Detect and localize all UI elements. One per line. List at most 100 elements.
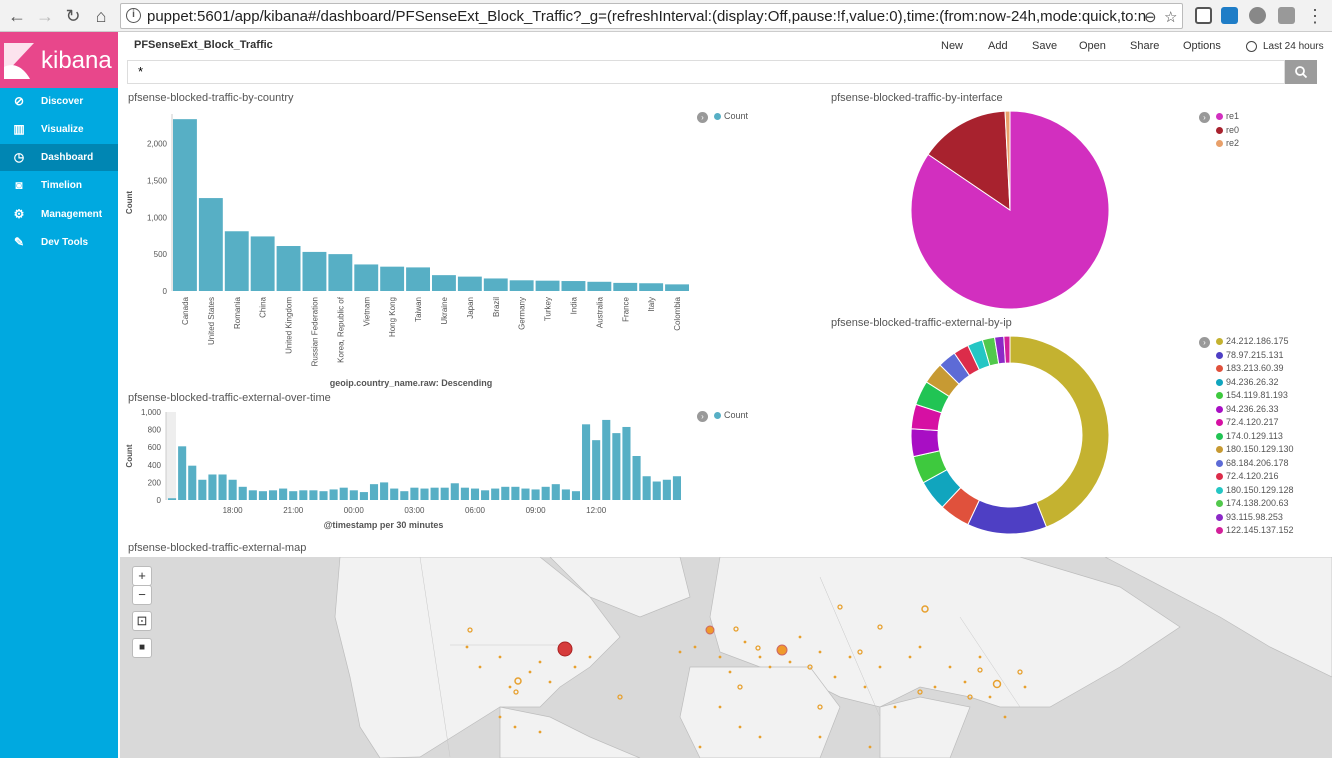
save-button[interactable]: Save: [1032, 40, 1058, 52]
options-button[interactable]: Options: [1183, 40, 1221, 52]
sidebar-item-dashboard[interactable]: ◷ Dashboard: [0, 144, 118, 171]
sidebar-item-timelion[interactable]: ◙ Timelion: [0, 172, 118, 199]
bookmark-star-icon[interactable]: ☆: [1164, 9, 1178, 26]
legend-item[interactable]: re1: [1216, 111, 1239, 121]
legend-item[interactable]: re2: [1216, 138, 1239, 148]
legend-item[interactable]: Count: [714, 111, 748, 121]
legend-label: 24.212.186.175: [1226, 336, 1289, 346]
map-marker: [498, 715, 502, 719]
menu-icon[interactable]: ⋮: [1306, 6, 1324, 26]
legend-color-swatch: [1216, 126, 1223, 134]
clock-icon[interactable]: [1246, 41, 1257, 52]
sidebar-item-discover[interactable]: ⊘ Discover: [0, 88, 118, 115]
map-marker: [573, 665, 577, 669]
legend-item[interactable]: re0: [1216, 125, 1239, 135]
bar: [491, 488, 500, 500]
legend-item[interactable]: 174.0.129.113: [1216, 431, 1283, 441]
extension-icon[interactable]: [1249, 7, 1266, 24]
sidebar-item-management[interactable]: ⚙ Management: [0, 201, 118, 228]
legend-toggle-icon[interactable]: ›: [697, 112, 708, 123]
legend-item[interactable]: 24.212.186.175: [1216, 336, 1289, 346]
info-icon[interactable]: i: [126, 8, 141, 23]
bar: [613, 282, 638, 291]
zoom-icon[interactable]: ⊖: [1144, 9, 1157, 26]
x-tick-label: Canada: [181, 296, 190, 325]
legend-item[interactable]: 180.150.129.128: [1216, 485, 1294, 495]
legend-color-swatch: [1216, 473, 1223, 481]
cast-icon[interactable]: [1195, 7, 1212, 24]
bar: [501, 486, 510, 500]
legend-color-swatch: [1216, 378, 1223, 386]
time-picker[interactable]: Last 24 hours: [1263, 41, 1324, 52]
bar: [602, 419, 611, 500]
sidebar-item-label: Dashboard: [41, 152, 94, 163]
sidebar-item-label: Management: [41, 209, 103, 220]
search-button[interactable]: [1285, 60, 1317, 84]
legend-item[interactable]: 154.119.81.193: [1216, 390, 1288, 400]
sidebar-item-visualize[interactable]: ▥ Visualize: [0, 116, 118, 143]
legend-item[interactable]: 180.150.129.130: [1216, 444, 1294, 454]
map-marker: [465, 645, 469, 649]
legend-item[interactable]: 183.213.60.39: [1216, 363, 1284, 373]
extension-icon[interactable]: [1278, 7, 1295, 24]
legend-toggle-icon[interactable]: ›: [1199, 337, 1210, 348]
bar: [622, 426, 631, 500]
bar: [319, 491, 328, 500]
kibana-logo[interactable]: kibana: [0, 32, 118, 88]
bar: [238, 486, 247, 500]
open-button[interactable]: Open: [1079, 40, 1106, 52]
legend-toggle-icon[interactable]: ›: [1199, 112, 1210, 123]
address-bar[interactable]: i puppet:5601/app/kibana#/dashboard/PFSe…: [120, 3, 1183, 29]
extension-icon[interactable]: [1221, 7, 1238, 24]
bar: [612, 433, 621, 500]
home-icon[interactable]: ⌂: [95, 6, 107, 26]
map-marker: [918, 645, 922, 649]
share-button[interactable]: Share: [1130, 40, 1160, 52]
forward-icon[interactable]: →: [36, 6, 54, 26]
map-marker: [963, 680, 967, 684]
bar: [328, 254, 353, 291]
legend-toggle-icon[interactable]: ›: [697, 411, 708, 422]
bar: [390, 488, 399, 500]
pie-slice: [1003, 335, 1011, 364]
legend-item[interactable]: 68.184.206.178: [1216, 458, 1289, 468]
map-marker: [988, 695, 992, 699]
x-tick-label: 18:00: [223, 506, 244, 515]
bar: [279, 488, 288, 500]
bar: [309, 490, 318, 500]
bar: [511, 486, 520, 500]
bar: [642, 476, 651, 500]
back-icon[interactable]: ←: [8, 6, 26, 26]
stop-icon[interactable]: ■: [132, 638, 152, 658]
y-axis-label: Count: [125, 191, 134, 214]
legend-color-swatch: [1216, 486, 1223, 494]
sidebar-item-dev-tools[interactable]: ✎ Dev Tools: [0, 229, 118, 256]
zoom-in-button[interactable]: +: [132, 566, 152, 586]
legend-label: re2: [1226, 138, 1240, 148]
dashboard-icon: ◷: [13, 150, 25, 164]
reload-icon[interactable]: ↻: [65, 6, 81, 26]
add-button[interactable]: Add: [988, 40, 1008, 52]
legend-item[interactable]: 72.4.120.217: [1216, 417, 1279, 427]
bar: [672, 476, 681, 500]
legend-item[interactable]: 122.145.137.152: [1216, 525, 1294, 535]
bar: [248, 490, 257, 500]
world-map[interactable]: + − ⊡ ■: [120, 557, 1332, 758]
brush-area: [166, 412, 176, 500]
legend-item[interactable]: 94.236.26.33: [1216, 404, 1279, 414]
legend-item[interactable]: 94.236.26.32: [1216, 377, 1279, 387]
map-marker: [818, 650, 822, 654]
sidebar-collapse[interactable]: ● Coll...: [0, 750, 118, 777]
new-button[interactable]: New: [941, 40, 964, 52]
legend-item[interactable]: 93.115.98.253: [1216, 512, 1283, 522]
legend-item[interactable]: 174.138.200.63: [1216, 498, 1289, 508]
legend-item[interactable]: Count: [714, 410, 748, 420]
legend-item[interactable]: 72.4.120.216: [1216, 471, 1279, 481]
crop-icon[interactable]: ⊡: [132, 611, 152, 631]
legend-item[interactable]: 78.97.215.131: [1216, 350, 1284, 360]
ip-donut-chart: [910, 335, 1110, 535]
search-input[interactable]: *: [127, 60, 1285, 84]
country-bar-chart: 0 500 1,000 1,500 2,000 Count Canada United Sta…: [125, 114, 689, 388]
map-marker: [868, 745, 872, 749]
zoom-out-button[interactable]: −: [132, 585, 152, 605]
